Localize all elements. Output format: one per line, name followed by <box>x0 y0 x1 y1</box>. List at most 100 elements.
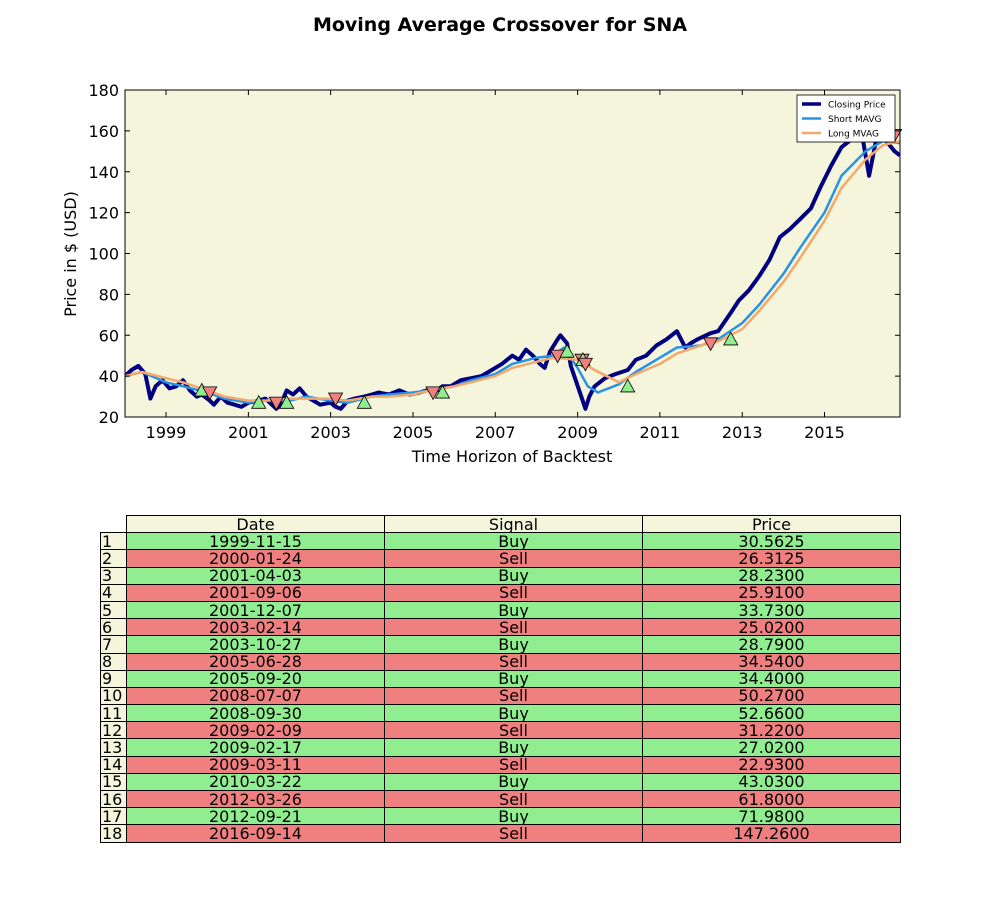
cell-price: 34.5400 <box>642 652 901 671</box>
table-header-row: Date Signal Price <box>101 514 901 534</box>
cell-date: 2008-09-30 <box>126 704 385 723</box>
row-index: 3 <box>100 566 127 585</box>
buy-marker-2001-12-07 <box>279 394 295 409</box>
y-tick-label-20: 20 <box>99 408 119 427</box>
x-tick-label-2015: 2015 <box>804 423 845 442</box>
cell-date: 2005-06-28 <box>126 652 385 671</box>
buy-marker-2010-03-22 <box>620 378 636 393</box>
cell-date: 2001-09-06 <box>126 583 385 602</box>
row-index: 8 <box>100 652 127 671</box>
cell-date: 2010-03-22 <box>126 772 385 792</box>
sell-marker-2005-06-28 <box>425 386 441 401</box>
row-index: 2 <box>100 549 127 568</box>
cell-signal: Sell <box>384 618 643 637</box>
table-row: 14 2009-03-11 Sell 22.9300 <box>100 755 901 774</box>
legend-label-1: Short MAVG <box>828 115 882 125</box>
y-axis-label: Price in $ (USD) <box>61 191 80 317</box>
y-tick-label-100: 100 <box>88 245 119 264</box>
cell-signal: Buy <box>384 772 643 792</box>
cell-price: 34.4000 <box>642 669 901 688</box>
table-row: 3 2001-04-03 Buy 28.2300 <box>100 566 901 585</box>
y-tick-label-120: 120 <box>88 204 119 223</box>
table-row: 12 2009-02-09 Sell 31.2200 <box>100 721 901 740</box>
y-tick-label-80: 80 <box>99 285 119 304</box>
buy-marker-2005-09-20 <box>434 384 451 399</box>
cell-date: 2012-09-21 <box>126 807 385 826</box>
price-chart: 1999 2001 2003 2005 2007 2009 2011 2013 2015 20 40… <box>61 81 903 466</box>
table-row: 18 2016-09-14 Sell 147.2600 <box>100 824 901 843</box>
row-index: 16 <box>100 789 127 809</box>
cell-price: 28.2300 <box>642 566 901 585</box>
cell-price: 22.9300 <box>642 755 901 774</box>
cell-price: 43.0300 <box>642 772 901 792</box>
cell-date: 2008-07-07 <box>126 686 385 706</box>
row-index: 14 <box>100 755 127 774</box>
row-index: 18 <box>100 824 127 843</box>
column-header-date: Date <box>126 514 385 534</box>
row-index: 15 <box>100 772 127 792</box>
cell-signal: Sell <box>384 652 643 671</box>
row-index: 6 <box>100 618 127 637</box>
cell-signal: Buy <box>384 532 643 551</box>
buy-marker-2008-09-30 <box>559 343 575 358</box>
legend-label-2: Long MVAG <box>828 130 879 140</box>
x-tick-label-1999: 1999 <box>146 423 187 442</box>
cell-signal: Buy <box>384 566 643 585</box>
table-row: 5 2001-12-07 Buy 33.7300 <box>100 600 901 620</box>
x-tick-label-2005: 2005 <box>393 423 434 442</box>
cell-signal: Buy <box>384 635 643 654</box>
table-row: 13 2009-02-17 Buy 27.0200 <box>100 738 901 757</box>
cell-signal: Sell <box>384 721 643 740</box>
table-corner <box>101 516 127 533</box>
cell-price: 27.0200 <box>642 738 901 757</box>
table-row: 11 2008-09-30 Buy 52.6600 <box>100 704 901 723</box>
x-tick-label-2007: 2007 <box>475 423 516 442</box>
row-index: 10 <box>100 686 127 706</box>
table-row: 2 2000-01-24 Sell 26.3125 <box>100 549 901 568</box>
row-index: 7 <box>100 635 127 654</box>
cell-signal: Sell <box>384 686 643 706</box>
row-index: 5 <box>100 600 127 620</box>
row-index: 1 <box>100 532 127 551</box>
x-tick-label-2011: 2011 <box>640 423 681 442</box>
cell-price: 25.0200 <box>642 618 901 637</box>
row-index: 12 <box>100 721 127 740</box>
sell-marker-2001-09-06 <box>268 396 285 411</box>
cell-date: 2005-09-20 <box>126 669 385 688</box>
cell-signal: Sell <box>384 549 643 568</box>
legend-label-0: Closing Price <box>828 101 886 111</box>
y-tick-label-60: 60 <box>99 326 119 345</box>
cell-price: 50.2700 <box>642 686 901 706</box>
cell-price: 30.5625 <box>642 532 901 551</box>
cell-date: 2012-03-26 <box>126 789 385 809</box>
chart-title: Moving Average Crossover for SNA <box>312 14 688 36</box>
table-row: 8 2005-06-28 Sell 34.5400 <box>100 652 901 671</box>
cell-price: 26.3125 <box>642 549 901 568</box>
cell-date: 2009-03-11 <box>126 755 385 774</box>
cell-price: 61.8000 <box>642 789 901 809</box>
cell-price: 147.2600 <box>642 824 901 843</box>
column-header-signal: Signal <box>384 514 643 534</box>
sell-marker-2003-02-14 <box>327 392 344 407</box>
table-row: 1 1999-11-15 Buy 30.5625 <box>100 532 901 551</box>
table-row: 9 2005-09-20 Buy 34.4000 <box>100 669 901 688</box>
x-axis-label: Time Horizon of Backtest <box>411 447 613 466</box>
legend: Closing Price Short MAVG Long MVAG <box>796 94 896 143</box>
cell-price: 28.7900 <box>642 635 901 654</box>
table-row: 16 2012-03-26 Sell 61.8000 <box>100 789 901 809</box>
cell-date: 2001-12-07 <box>126 600 385 620</box>
buy-marker-2012-09-21 <box>723 331 739 346</box>
table-row: 6 2003-02-14 Sell 25.0200 <box>100 618 901 637</box>
table-row: 10 2008-07-07 Sell 50.2700 <box>100 686 901 706</box>
table-row: 4 2001-09-06 Sell 25.9100 <box>100 583 901 602</box>
row-index: 13 <box>100 738 127 757</box>
cell-date: 2000-01-24 <box>126 549 385 568</box>
cell-signal: Buy <box>384 738 643 757</box>
row-index: 9 <box>100 669 127 688</box>
column-header-price: Price <box>642 514 901 534</box>
row-index: 17 <box>100 807 127 826</box>
cell-signal: Sell <box>384 789 643 809</box>
cell-signal: Sell <box>384 824 643 843</box>
y-tick-label-40: 40 <box>99 367 119 386</box>
